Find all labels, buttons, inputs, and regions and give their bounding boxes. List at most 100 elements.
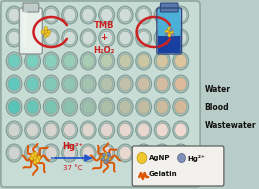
Circle shape bbox=[173, 98, 189, 116]
Circle shape bbox=[45, 54, 57, 68]
Circle shape bbox=[82, 54, 94, 68]
Circle shape bbox=[45, 77, 57, 91]
Circle shape bbox=[138, 8, 150, 22]
Circle shape bbox=[119, 123, 131, 137]
Circle shape bbox=[154, 52, 170, 70]
Circle shape bbox=[27, 123, 39, 137]
Circle shape bbox=[27, 31, 39, 45]
Circle shape bbox=[82, 31, 94, 45]
Circle shape bbox=[138, 31, 150, 45]
Circle shape bbox=[101, 54, 113, 68]
Circle shape bbox=[117, 29, 133, 47]
Circle shape bbox=[6, 52, 22, 70]
Circle shape bbox=[82, 77, 94, 91]
Circle shape bbox=[107, 152, 110, 156]
Circle shape bbox=[27, 77, 39, 91]
Circle shape bbox=[175, 54, 187, 68]
Circle shape bbox=[43, 52, 59, 70]
Circle shape bbox=[25, 98, 41, 116]
Circle shape bbox=[64, 77, 76, 91]
Circle shape bbox=[80, 75, 96, 93]
Circle shape bbox=[62, 144, 77, 162]
Circle shape bbox=[25, 29, 41, 47]
Circle shape bbox=[101, 100, 113, 114]
Circle shape bbox=[173, 75, 189, 93]
Circle shape bbox=[165, 30, 168, 34]
Circle shape bbox=[173, 121, 189, 139]
Circle shape bbox=[6, 98, 22, 116]
Circle shape bbox=[136, 75, 152, 93]
FancyBboxPatch shape bbox=[158, 9, 181, 36]
Circle shape bbox=[33, 152, 37, 156]
Circle shape bbox=[45, 8, 57, 22]
Circle shape bbox=[138, 123, 150, 137]
Circle shape bbox=[64, 123, 76, 137]
Circle shape bbox=[156, 31, 168, 45]
Circle shape bbox=[62, 52, 77, 70]
Circle shape bbox=[108, 154, 111, 158]
Circle shape bbox=[102, 157, 105, 161]
Circle shape bbox=[27, 54, 39, 68]
Circle shape bbox=[8, 146, 20, 160]
Circle shape bbox=[30, 156, 34, 160]
Circle shape bbox=[117, 52, 133, 70]
Circle shape bbox=[80, 121, 96, 139]
FancyBboxPatch shape bbox=[22, 11, 27, 47]
Text: Hg²⁺: Hg²⁺ bbox=[63, 142, 84, 151]
Circle shape bbox=[64, 8, 76, 22]
Circle shape bbox=[156, 54, 168, 68]
Circle shape bbox=[102, 153, 106, 157]
Circle shape bbox=[165, 32, 168, 36]
Circle shape bbox=[175, 31, 187, 45]
FancyBboxPatch shape bbox=[158, 30, 181, 53]
Circle shape bbox=[136, 121, 152, 139]
Circle shape bbox=[82, 100, 94, 114]
Circle shape bbox=[104, 152, 108, 157]
Circle shape bbox=[43, 98, 59, 116]
Circle shape bbox=[99, 121, 114, 139]
Circle shape bbox=[43, 75, 59, 93]
Circle shape bbox=[137, 153, 147, 163]
Circle shape bbox=[64, 100, 76, 114]
FancyBboxPatch shape bbox=[19, 8, 42, 54]
Circle shape bbox=[170, 28, 172, 32]
Circle shape bbox=[168, 27, 171, 31]
Circle shape bbox=[173, 6, 189, 24]
Circle shape bbox=[154, 6, 170, 24]
Circle shape bbox=[119, 77, 131, 91]
Circle shape bbox=[154, 75, 170, 93]
Circle shape bbox=[119, 146, 131, 160]
Circle shape bbox=[154, 121, 170, 139]
Circle shape bbox=[41, 30, 45, 34]
Circle shape bbox=[27, 146, 39, 160]
Circle shape bbox=[99, 6, 114, 24]
Text: Hg²⁺: Hg²⁺ bbox=[188, 154, 205, 161]
Circle shape bbox=[6, 121, 22, 139]
Circle shape bbox=[156, 100, 168, 114]
Circle shape bbox=[25, 6, 41, 24]
Circle shape bbox=[104, 159, 108, 164]
Circle shape bbox=[33, 160, 37, 164]
Circle shape bbox=[175, 146, 187, 160]
Circle shape bbox=[136, 144, 152, 162]
Circle shape bbox=[99, 98, 114, 116]
Circle shape bbox=[8, 54, 20, 68]
FancyBboxPatch shape bbox=[23, 3, 39, 12]
Circle shape bbox=[45, 123, 57, 137]
Circle shape bbox=[64, 31, 76, 45]
Circle shape bbox=[45, 100, 57, 114]
Circle shape bbox=[178, 153, 185, 163]
Text: TMB
+
H₂O₂: TMB + H₂O₂ bbox=[93, 21, 115, 55]
Circle shape bbox=[106, 158, 109, 162]
Circle shape bbox=[117, 98, 133, 116]
Circle shape bbox=[44, 30, 48, 34]
Circle shape bbox=[43, 29, 59, 47]
Circle shape bbox=[62, 75, 77, 93]
Circle shape bbox=[154, 29, 170, 47]
Circle shape bbox=[154, 144, 170, 162]
Circle shape bbox=[6, 75, 22, 93]
Text: Water: Water bbox=[205, 85, 231, 94]
Circle shape bbox=[43, 144, 59, 162]
Circle shape bbox=[62, 98, 77, 116]
Circle shape bbox=[101, 8, 113, 22]
